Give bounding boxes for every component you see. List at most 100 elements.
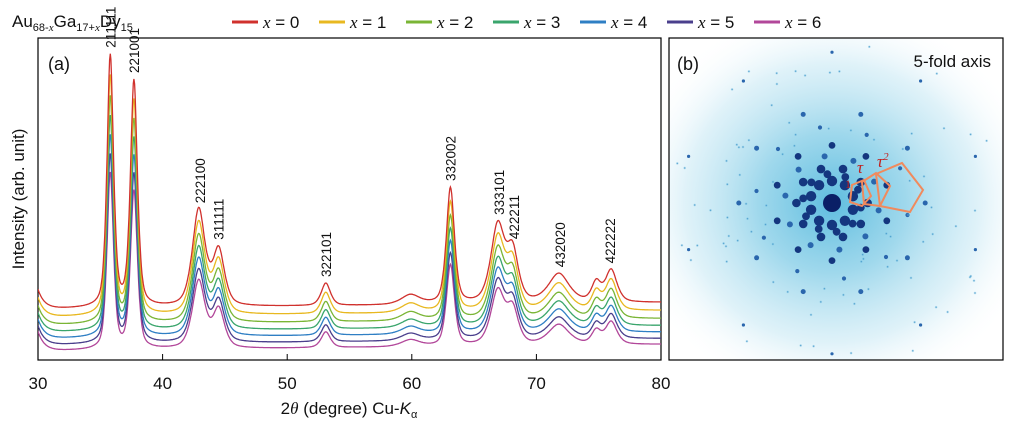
diffraction-spot — [725, 182, 729, 186]
panel-a: (a) 211111 221001 222100 311111 322101 332002… — [9, 7, 670, 421]
series-line — [38, 153, 661, 345]
diffraction-spot — [799, 194, 808, 203]
diffraction-spot — [741, 145, 745, 149]
diffraction-spot — [775, 146, 781, 152]
diffraction-spot — [795, 269, 800, 274]
panel-b-label: (b) — [677, 54, 699, 74]
diffraction-spot — [761, 235, 767, 240]
diffraction-spot — [764, 203, 768, 208]
diffraction-spot — [771, 242, 775, 246]
diffraction-spot — [856, 219, 866, 229]
peak-label: 432020 — [553, 222, 568, 267]
diffraction-spot — [919, 79, 923, 83]
diffraction-spot — [969, 132, 973, 136]
diffraction-spot — [904, 145, 910, 151]
annot-one: 1 — [845, 177, 851, 191]
diffraction-spot — [830, 50, 834, 54]
diffraction-spot — [786, 290, 790, 294]
diffraction-spot — [792, 144, 797, 148]
x-tick-label: 40 — [153, 374, 172, 393]
panel-b-border — [668, 37, 1004, 361]
x-tick-label: 60 — [402, 374, 421, 393]
peak-label: 422222 — [603, 218, 618, 263]
diffraction-spot — [794, 69, 798, 73]
diffraction-spot — [773, 217, 781, 225]
diffraction-spot — [745, 217, 750, 221]
diffraction-spot — [828, 257, 836, 264]
diffraction-spot — [904, 255, 910, 261]
diffraction-spot — [812, 344, 816, 348]
legend-entry: x = 1 — [319, 13, 386, 32]
legend-entry: x = 6 — [754, 13, 821, 32]
annot-tau: τ — [857, 158, 864, 177]
diffraction-spot — [741, 323, 746, 327]
diffraction-spot — [909, 276, 913, 280]
legend-label: x = 3 — [523, 13, 560, 32]
diffraction-spot — [763, 222, 768, 227]
diffraction-spot — [921, 240, 925, 244]
diffraction-spot — [799, 343, 803, 348]
diffraction-spot — [861, 257, 866, 261]
diffraction-spot — [770, 103, 774, 107]
diffraction-spot — [819, 300, 823, 304]
diffraction-spot — [775, 71, 779, 75]
diffraction-spot — [849, 351, 853, 355]
diffraction-spot — [931, 232, 935, 236]
diffraction-spot — [781, 152, 785, 156]
diffraction-spot — [911, 349, 915, 353]
diffraction-spot — [745, 339, 749, 343]
diffraction-spot — [828, 71, 832, 75]
diffraction-spot — [736, 200, 742, 206]
diffraction-spot — [973, 248, 978, 252]
diffraction-spot — [807, 242, 814, 249]
diffraction-spot — [807, 178, 816, 187]
five-fold-axis-label: 5-fold axis — [914, 52, 991, 71]
x-tick-label: 70 — [527, 374, 546, 393]
legend-label: x = 1 — [349, 13, 386, 32]
diffraction-spot — [809, 313, 813, 317]
diffraction-spot — [771, 280, 775, 284]
legend-entry: x = 5 — [667, 13, 734, 32]
diffraction-spot — [839, 215, 851, 226]
legend-entry: x = 4 — [580, 13, 647, 32]
diffraction-spot — [675, 161, 679, 165]
diffraction-spot — [837, 69, 842, 73]
diffraction-spot — [883, 254, 889, 260]
diffraction-spot — [741, 79, 746, 83]
diffraction-spot — [946, 310, 950, 314]
diffraction-spot — [737, 145, 741, 149]
diffraction-spot — [841, 293, 846, 297]
diffraction-spot — [841, 173, 850, 181]
legend-label: x = 4 — [610, 13, 647, 32]
diffraction-spot — [875, 207, 882, 214]
diffraction-spot — [823, 170, 832, 179]
diffraction-spot — [683, 166, 687, 170]
peak-label: 332002 — [443, 136, 458, 181]
legend-entry: x = 0 — [232, 13, 299, 32]
diffraction-spot — [847, 204, 859, 215]
diffraction-spot — [813, 215, 825, 226]
diffraction-spot — [862, 233, 869, 240]
panel-a-label: (a) — [48, 54, 70, 74]
diffraction-spot — [935, 72, 939, 76]
diffraction-spot — [973, 291, 977, 295]
diffraction-spot — [817, 125, 823, 130]
diffraction-spot — [906, 213, 910, 217]
diffraction-spot — [884, 232, 888, 236]
diffraction-spot — [794, 246, 802, 254]
diffraction-spot — [798, 177, 808, 187]
diffraction-spot — [954, 224, 958, 228]
diffraction-spot — [872, 138, 876, 142]
series-line — [38, 134, 661, 338]
diffraction-spot — [693, 203, 697, 207]
diffraction-spot — [689, 258, 693, 262]
legend-entry: x = 3 — [493, 13, 560, 32]
medium-pentagon — [860, 171, 892, 208]
peak-label: 211111 — [103, 7, 118, 48]
diffraction-spot — [867, 45, 871, 49]
diffraction-spot — [687, 248, 691, 252]
diffraction-spot — [934, 305, 938, 309]
diffraction-spot — [773, 181, 781, 189]
diffraction-spot — [800, 289, 806, 295]
